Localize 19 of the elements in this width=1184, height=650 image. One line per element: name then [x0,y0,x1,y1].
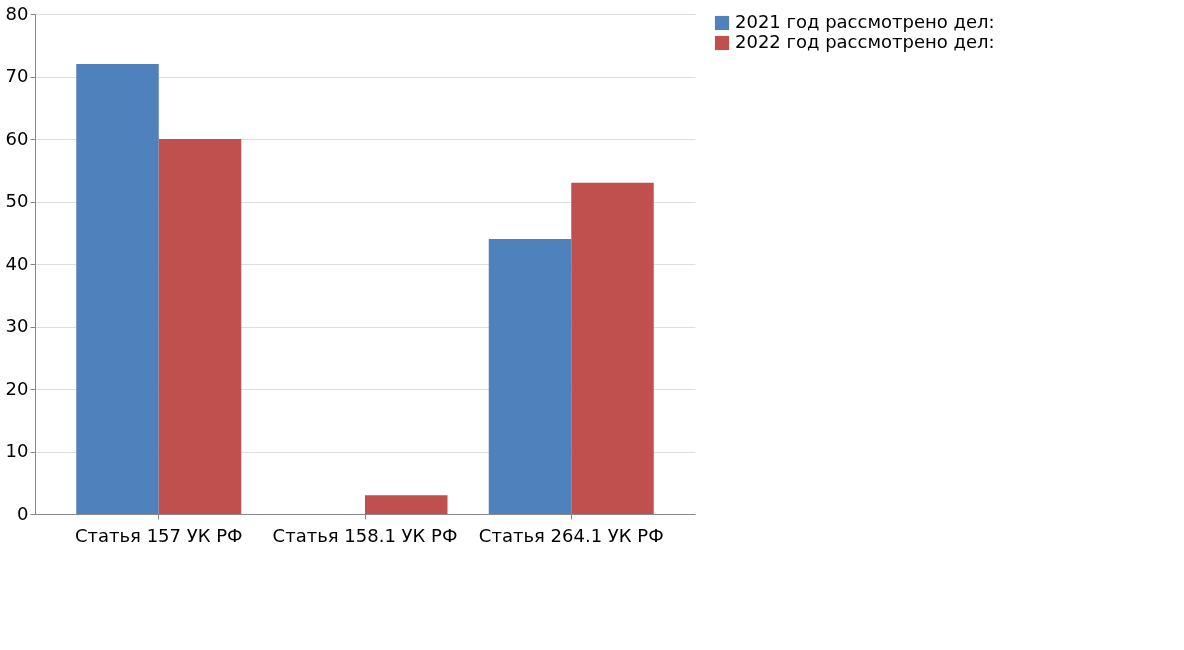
legend-label: 2022 год рассмотрено дел: [735,31,995,52]
y-tick-label: 80 [5,2,29,24]
bar [76,64,159,514]
y-tick-label: 10 [5,440,29,461]
y-tick-label: 40 [5,252,29,274]
y-tick-label: 20 [5,377,29,399]
x-tick-label: Статья 157 УК РФ [74,524,243,546]
bar [365,495,448,514]
y-tick-label: 70 [5,65,29,86]
y-tick-label: 30 [5,315,29,336]
bar [158,139,242,514]
y-tick-label: 0 [17,502,29,524]
bar [571,182,654,514]
x-tick-label: Статья 264.1 УК РФ [478,524,664,546]
legend-label: 2021 год рассмотрено дел: [735,11,995,32]
y-tick-label: 50 [5,190,29,211]
x-tick-label: Статья 158.1 УК РФ [272,524,458,546]
y-tick-label: 60 [5,127,29,149]
bar [488,239,572,514]
